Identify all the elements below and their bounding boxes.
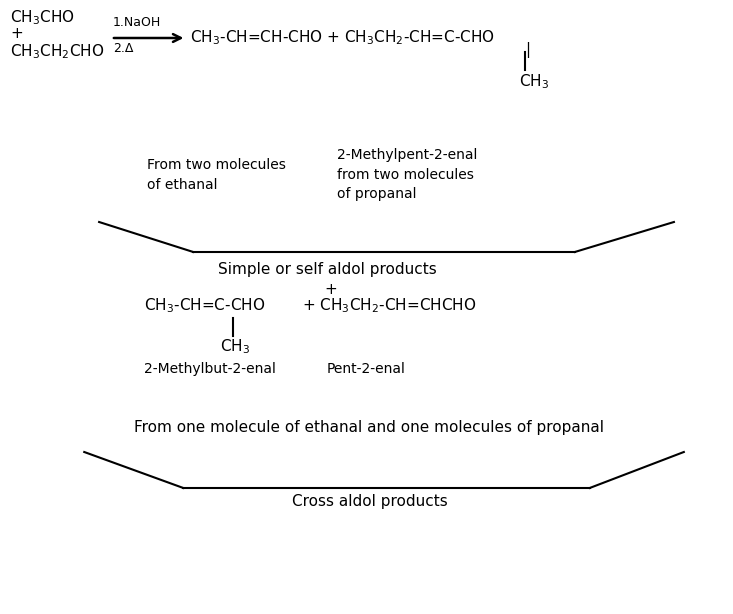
Text: CH$_3$-CH=C-CHO: CH$_3$-CH=C-CHO bbox=[144, 296, 265, 315]
Text: CH$_3$CH$_2$CHO: CH$_3$CH$_2$CHO bbox=[10, 42, 104, 61]
Text: +: + bbox=[325, 282, 337, 297]
Text: CH$_3$: CH$_3$ bbox=[220, 337, 250, 356]
Text: 2-Methylbut-2-enal: 2-Methylbut-2-enal bbox=[144, 362, 276, 376]
Text: +: + bbox=[10, 26, 23, 41]
Text: CH$_3$-CH=CH-CHO + CH$_3$CH$_2$-CH=C-CHO: CH$_3$-CH=CH-CHO + CH$_3$CH$_2$-CH=C-CHO bbox=[191, 28, 496, 47]
Text: From one molecule of ethanal and one molecules of propanal: From one molecule of ethanal and one mol… bbox=[134, 420, 604, 435]
Text: CH$_3$CHO: CH$_3$CHO bbox=[10, 8, 75, 26]
Text: Cross aldol products: Cross aldol products bbox=[292, 494, 448, 509]
Text: 1.NaOH: 1.NaOH bbox=[113, 15, 161, 28]
Text: 2-Methylpent-2-enal
from two molecules
of propanal: 2-Methylpent-2-enal from two molecules o… bbox=[337, 148, 477, 201]
Text: Simple or self aldol products: Simple or self aldol products bbox=[218, 262, 437, 277]
Text: 2.Δ: 2.Δ bbox=[113, 42, 133, 55]
Text: Pent-2-enal: Pent-2-enal bbox=[327, 362, 406, 376]
Text: |: | bbox=[526, 42, 531, 58]
Text: CH$_3$: CH$_3$ bbox=[519, 72, 550, 91]
Text: From two molecules
of ethanal: From two molecules of ethanal bbox=[147, 158, 286, 192]
Text: + CH$_3$CH$_2$-CH=CHCHO: + CH$_3$CH$_2$-CH=CHCHO bbox=[302, 296, 476, 315]
